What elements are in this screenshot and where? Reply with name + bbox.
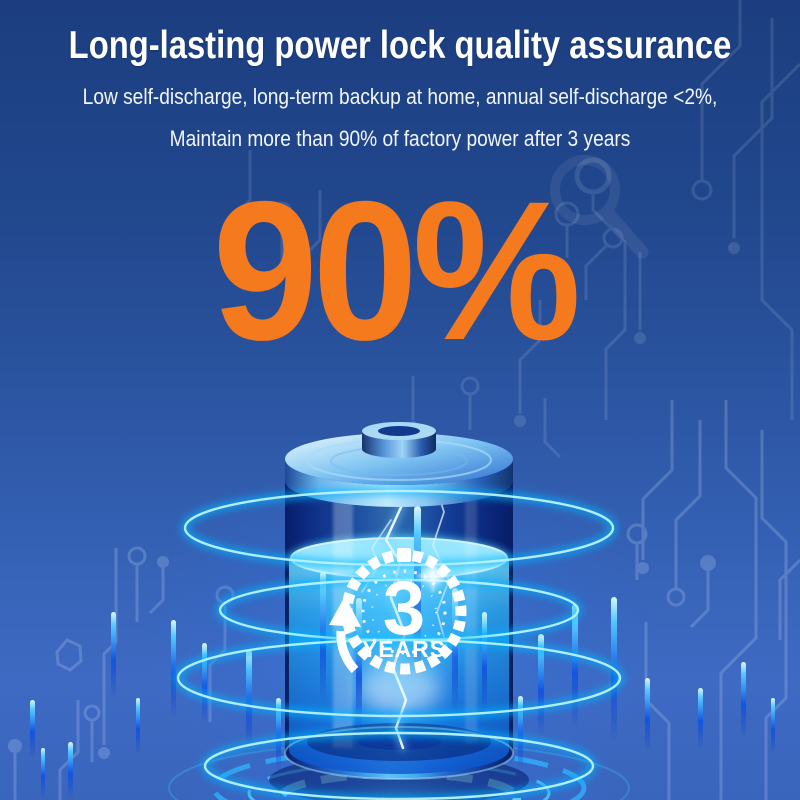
battery-cap-top (285, 433, 513, 485)
clock-arrow-tail (336, 630, 359, 674)
subtitle-line-1: Low self-discharge, long-term backup at … (82, 84, 718, 109)
clock-crown (397, 548, 411, 562)
badge-label: YEARS (362, 636, 446, 662)
circuit-traces-lower-icon (8, 400, 800, 800)
battery-terminal-side (362, 431, 436, 458)
years-badge: 3 YEARS (329, 542, 474, 682)
clock-arrow-icon (329, 596, 361, 627)
retention-percentage: 90% (212, 160, 581, 381)
badge-segmented-ring (341, 549, 467, 675)
badge-number: 3 (383, 566, 425, 651)
magnifier-watermark-icon (550, 155, 649, 259)
subtitle-line-2: Maintain more than 90% of factory power … (169, 126, 631, 151)
circuit-traces-upper-icon (228, 0, 800, 459)
page-title: Long-lasting power lock quality assuranc… (68, 24, 732, 67)
badge-tick-ring (361, 569, 447, 655)
